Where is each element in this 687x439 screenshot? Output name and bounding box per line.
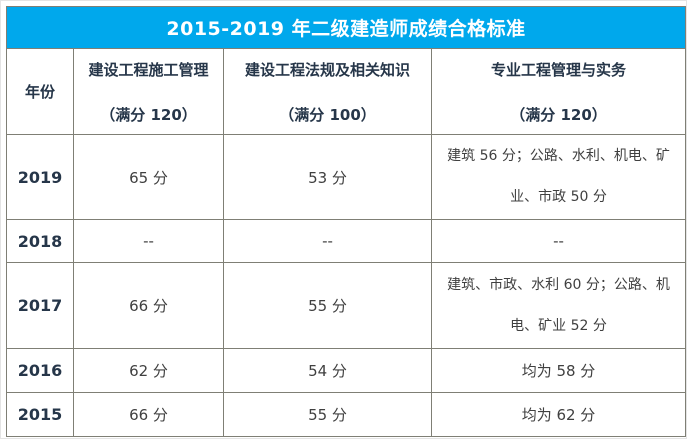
column-header-construction-management: 建设工程施工管理 （满分 120）: [73, 48, 224, 135]
column-header-year: 年份: [6, 48, 74, 135]
cell-construction-management: 62 分: [73, 348, 224, 393]
cell-year: 2017: [6, 262, 74, 349]
table-row-2018: 2018 -- -- --: [6, 219, 687, 263]
cell-year: 2019: [6, 134, 74, 220]
table-row-2015: 2015 66 分 55 分 均为 62 分: [6, 392, 687, 437]
cell-professional-practice: 建筑、市政、水利 60 分；公路、机电、矿业 52 分: [430, 262, 687, 349]
cell-regulations: --: [223, 219, 432, 263]
cell-construction-management: --: [73, 219, 224, 263]
column-header-row: 年份 建设工程施工管理 （满分 120） 建设工程法规及相关知识 （满分 100…: [6, 48, 687, 135]
cell-construction-management: 66 分: [73, 392, 224, 437]
cell-year: 2015: [6, 392, 74, 437]
column-header-maxscore: （满分 120）: [510, 105, 607, 124]
column-header-label: 建设工程法规及相关知识: [244, 60, 410, 79]
cell-regulations: 55 分: [223, 392, 432, 437]
column-header-regulations: 建设工程法规及相关知识 （满分 100）: [223, 48, 432, 135]
cell-professional-practice: 均为 62 分: [430, 392, 687, 437]
title-row: 2015-2019 年二级建造师成绩合格标准: [5, 6, 687, 49]
page-title: 2015-2019 年二级建造师成绩合格标准: [166, 18, 526, 40]
column-header-label: 年份: [24, 83, 55, 101]
cell-regulations: 55 分: [223, 262, 432, 349]
table-title-bar: 2015-2019 年二级建造师成绩合格标准: [5, 6, 687, 49]
cell-regulations: 53 分: [223, 134, 432, 220]
pass-score-table: 2015-2019 年二级建造师成绩合格标准 年份 建设工程施工管理 （满分 1…: [5, 6, 687, 437]
column-header-maxscore: （满分 120）: [100, 105, 197, 124]
table-row-2019: 2019 65 分 53 分 建筑 56 分；公路、水利、机电、矿业、市政 50…: [6, 134, 687, 220]
cell-professional-practice: 建筑 56 分；公路、水利、机电、矿业、市政 50 分: [430, 134, 687, 220]
table-row-2016: 2016 62 分 54 分 均为 58 分: [6, 348, 687, 393]
column-header-label: 建设工程施工管理: [88, 60, 209, 79]
cell-construction-management: 66 分: [73, 262, 224, 349]
cell-construction-management: 65 分: [73, 134, 224, 220]
cell-professional-practice: --: [430, 219, 687, 263]
table-row-2017: 2017 66 分 55 分 建筑、市政、水利 60 分；公路、机电、矿业 52…: [6, 262, 687, 349]
cell-professional-practice: 均为 58 分: [430, 348, 687, 393]
column-header-maxscore: （满分 100）: [279, 105, 376, 124]
cell-year: 2016: [6, 348, 74, 393]
column-header-professional-practice: 专业工程管理与实务 （满分 120）: [430, 48, 687, 135]
column-header-label: 专业工程管理与实务: [491, 60, 627, 79]
cell-regulations: 54 分: [223, 348, 432, 393]
cell-year: 2018: [6, 219, 74, 263]
